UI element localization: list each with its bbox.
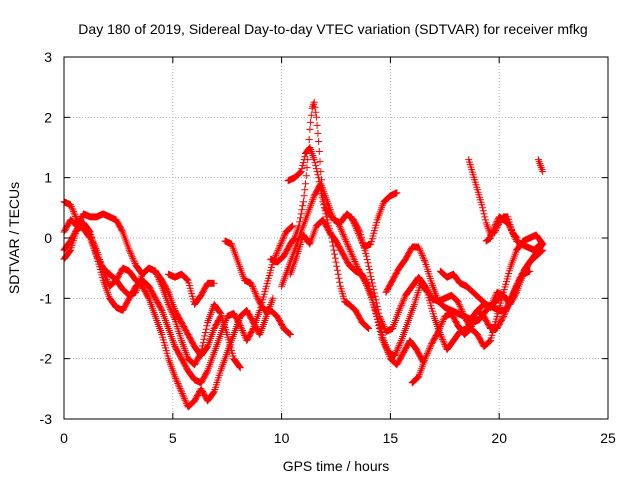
y-axis-label: SDTVAR / TECUs [6, 182, 22, 294]
x-tick-label: 20 [491, 430, 507, 446]
series-track-i [278, 180, 547, 351]
x-tick-label: 5 [169, 430, 177, 446]
x-tick-label: 10 [274, 430, 290, 446]
plus-markers [534, 156, 547, 176]
series-track-h [284, 144, 373, 332]
plus-markers [60, 198, 296, 387]
plus-markers [278, 180, 547, 351]
series-track-k [347, 189, 401, 251]
y-tick-label: -2 [40, 351, 53, 367]
y-tick-label: -3 [40, 411, 53, 427]
x-tick-label: 15 [383, 430, 399, 446]
series-track-f [221, 237, 294, 338]
series-track-q [534, 156, 547, 176]
plus-markers [284, 144, 373, 332]
axis-ticks: 0 5 10 15 20 25 -3 -2 -1 0 1 2 3 [40, 49, 616, 446]
y-tick-label: 3 [44, 49, 52, 65]
series-track-g [267, 98, 427, 369]
x-tick-label: 0 [60, 430, 68, 446]
plus-markers [221, 237, 294, 338]
plus-markers [286, 216, 503, 360]
y-tick-label: 1 [44, 170, 52, 186]
plus-markers [382, 243, 534, 332]
y-tick-label: -1 [40, 290, 53, 306]
series-track-n [436, 240, 547, 314]
plus-markers [436, 240, 547, 314]
series-track-e [164, 270, 218, 308]
plus-markers [164, 270, 218, 308]
x-tick-label: 25 [600, 430, 616, 446]
plus-markers [482, 213, 544, 254]
series-track-j [286, 216, 503, 360]
plus-markers [267, 98, 427, 369]
data-points [60, 98, 547, 411]
chart-title: Day 180 of 2019, Sidereal Day-to-day VTE… [78, 21, 587, 37]
series-track-a [60, 198, 296, 387]
x-axis-label: GPS time / hours [283, 458, 390, 474]
y-tick-label: 0 [44, 230, 52, 246]
series-track-p [482, 213, 544, 254]
y-tick-label: 2 [44, 109, 52, 125]
series-track-l [382, 243, 534, 332]
plus-markers [347, 189, 401, 251]
